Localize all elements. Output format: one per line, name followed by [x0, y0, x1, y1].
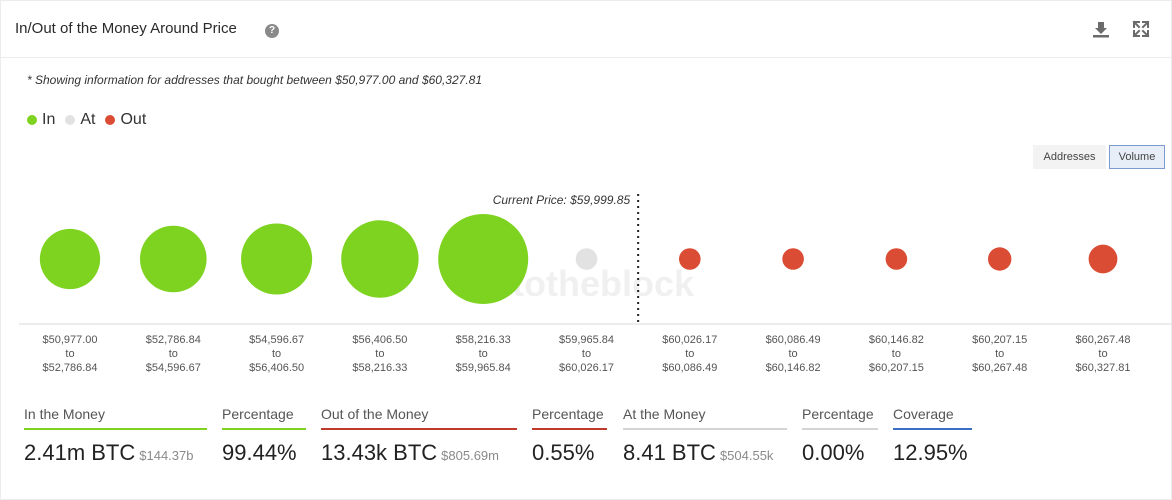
current-price-label: Current Price: $59,999.85 — [493, 193, 631, 207]
tick-label-6-to-word: to — [582, 348, 591, 360]
tick-label-10-to: $60,267.48 — [972, 362, 1027, 374]
tick-label-7-to-word: to — [685, 348, 694, 360]
bubble-8[interactable] — [782, 248, 804, 270]
stat-in-the-money: In the Money 2.41m BTC $144.37b — [24, 406, 207, 466]
tick-label-8-to: $60,146.82 — [766, 362, 821, 374]
stat-out-of-the-money: Out of the Money 13.43k BTC $805.69m — [321, 406, 517, 466]
tick-label-1-to: $52,786.84 — [42, 362, 97, 374]
tick-label-2-from: $52,786.84 — [146, 334, 201, 346]
tick-label-7-from: $60,026.17 — [662, 334, 717, 346]
tick-label-5-to: $59,965.84 — [456, 362, 511, 374]
tick-label-3-from: $54,596.67 — [249, 334, 304, 346]
tick-label-5-to-word: to — [479, 348, 488, 360]
tick-label-8-from: $60,086.49 — [766, 334, 821, 346]
tick-label-9-to-word: to — [892, 348, 901, 360]
addresses-toggle-button[interactable]: Addresses — [1033, 145, 1106, 169]
tick-label-4-from: $56,406.50 — [352, 334, 407, 346]
volume-toggle-button[interactable]: Volume — [1109, 145, 1165, 169]
bubble-2[interactable] — [140, 225, 207, 293]
legend-dot-at — [65, 115, 76, 125]
stat-value-at-pct: 0.00% — [802, 440, 865, 465]
range-note: * Showing information for addresses that… — [27, 73, 482, 87]
out-money-btc: 13.43k BTC — [321, 440, 438, 465]
tick-label-11-from: $60,267.48 — [1075, 334, 1130, 346]
stat-value-coverage: 12.95% — [893, 440, 968, 465]
bubble-3[interactable] — [241, 223, 313, 295]
question-circle-icon[interactable]: ? — [265, 24, 279, 38]
stat-value-out-money: 13.43k BTC $805.69m — [321, 440, 517, 466]
legend: In At Out — [27, 111, 156, 129]
legend-item-out[interactable]: Out — [105, 111, 146, 129]
stat-label-in-pct: Percentage — [222, 406, 306, 430]
tick-label-3-to-word: to — [272, 348, 281, 360]
bubble-9[interactable] — [885, 248, 908, 270]
legend-item-in[interactable]: In — [27, 111, 55, 129]
tick-label-4-to: $58,216.33 — [352, 362, 407, 374]
tick-label-11-to: $60,327.81 — [1075, 362, 1130, 374]
stat-label-at-money: At the Money — [623, 406, 787, 430]
widget-title: In/Out of the Money Around Price — [15, 20, 237, 37]
out-money-usd: $805.69m — [441, 448, 499, 463]
bubble-1[interactable] — [39, 228, 101, 290]
stat-label-coverage: Coverage — [893, 406, 972, 430]
tick-label-5-from: $58,216.33 — [456, 334, 511, 346]
summary-stats: In the Money 2.41m BTC $144.37b Percentag… — [1, 406, 1172, 486]
stat-at-the-money: At the Money 8.41 BTC $504.55k — [623, 406, 787, 466]
download-icon[interactable] — [1091, 19, 1111, 39]
tick-label-1-to-word: to — [65, 348, 74, 360]
stat-coverage: Coverage 12.95% — [893, 406, 972, 466]
tick-label-10-from: $60,207.15 — [972, 334, 1027, 346]
tick-label-3-to: $56,406.50 — [249, 362, 304, 374]
legend-dot-in — [27, 115, 37, 125]
legend-label-at: At — [80, 111, 96, 128]
stat-value-in-pct: 99.44% — [222, 440, 297, 465]
tick-label-7-to: $60,086.49 — [662, 362, 717, 374]
tick-label-10-to-word: to — [995, 348, 1004, 360]
bubble-4[interactable] — [341, 220, 419, 298]
stat-in-percentage: Percentage 99.44% — [222, 406, 306, 466]
legend-item-at[interactable]: At — [65, 111, 95, 129]
tick-label-2-to: $54,596.67 — [146, 362, 201, 374]
bubble-6[interactable] — [575, 248, 598, 270]
tick-label-9-from: $60,146.82 — [869, 334, 924, 346]
legend-label-out: Out — [120, 111, 147, 128]
tick-label-9-to: $60,207.15 — [869, 362, 924, 374]
legend-label-in: In — [42, 111, 56, 128]
expand-icon[interactable] — [1131, 19, 1151, 39]
widget-header: In/Out of the Money Around Price ? — [1, 1, 1172, 58]
stat-label-out-money: Out of the Money — [321, 406, 517, 430]
stat-value-in-money: 2.41m BTC $144.37b — [24, 440, 207, 466]
tick-label-6-from: $59,965.84 — [559, 334, 614, 346]
at-money-usd: $504.55k — [719, 448, 774, 463]
stat-label-at-pct: Percentage — [802, 406, 878, 430]
bubble-7[interactable] — [679, 248, 701, 270]
stat-value-at-money: 8.41 BTC $504.55k — [623, 440, 787, 466]
tick-label-4-to-word: to — [375, 348, 384, 360]
in-money-usd: $144.37b — [139, 448, 194, 463]
stat-out-percentage: Percentage 0.55% — [532, 406, 607, 466]
bubble-5[interactable] — [438, 214, 529, 304]
tick-label-11-to-word: to — [1098, 348, 1107, 360]
stat-label-out-pct: Percentage — [532, 406, 607, 430]
stat-value-out-pct: 0.55% — [532, 440, 595, 465]
stat-label-in-money: In the Money — [24, 406, 207, 430]
tick-label-1-from: $50,977.00 — [42, 334, 97, 346]
tick-label-6-to: $60,026.17 — [559, 362, 614, 374]
legend-dot-out — [105, 115, 116, 125]
at-money-btc: 8.41 BTC — [623, 440, 716, 465]
bubble-10[interactable] — [988, 247, 1012, 271]
tick-label-2-to-word: to — [169, 348, 178, 360]
bubble-chart: intotheblock Current Price: $59,999.85 $… — [19, 193, 1172, 374]
in-money-btc: 2.41m BTC — [24, 440, 136, 465]
stat-at-percentage: Percentage 0.00% — [802, 406, 878, 466]
bubble-11[interactable] — [1088, 244, 1118, 274]
tick-label-8-to-word: to — [789, 348, 798, 360]
